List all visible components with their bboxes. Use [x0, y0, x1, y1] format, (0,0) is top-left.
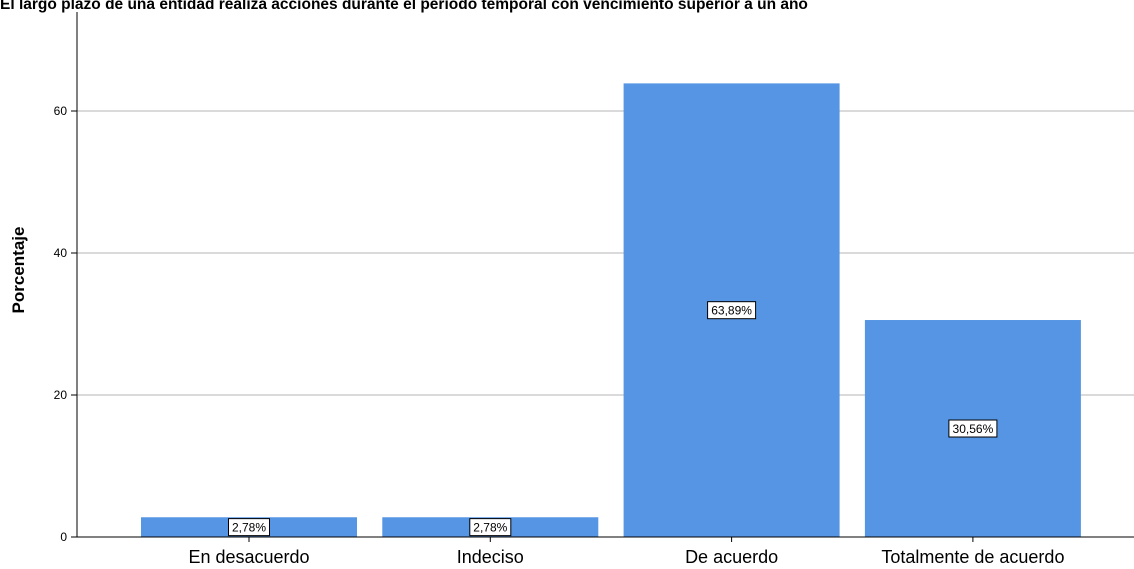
- data-label: 30,56%: [953, 422, 994, 436]
- chart-title: El largo plazo de una entidad realiza ac…: [0, 0, 808, 13]
- y-tick-label: 0: [60, 530, 67, 544]
- x-tick-label: De acuerdo: [685, 547, 778, 567]
- data-label: 2,78%: [473, 521, 507, 535]
- x-tick-label: En desacuerdo: [188, 547, 309, 567]
- data-label-box: [707, 301, 757, 320]
- y-tick-label: 60: [54, 104, 68, 118]
- data-label: 63,89%: [711, 304, 752, 318]
- y-tick-label: 20: [54, 388, 68, 402]
- data-label-box: [948, 419, 998, 438]
- data-label-box: [469, 518, 512, 537]
- x-tick-label: Indeciso: [457, 547, 524, 567]
- data-labels: 2,78% 2,78% 63,89% 30,56%: [228, 301, 998, 537]
- y-tick-label: 40: [54, 246, 68, 260]
- data-label: 2,78%: [232, 521, 266, 535]
- axes: 0 20 40 60 En desacuerdo Indeciso De acuerdo To…: [54, 12, 1134, 567]
- y-axis-label: Porcentaje: [9, 227, 28, 314]
- bars: [141, 83, 1081, 538]
- data-label-box: [228, 518, 270, 537]
- x-tick-label: Totalmente de acuerdo: [881, 547, 1064, 567]
